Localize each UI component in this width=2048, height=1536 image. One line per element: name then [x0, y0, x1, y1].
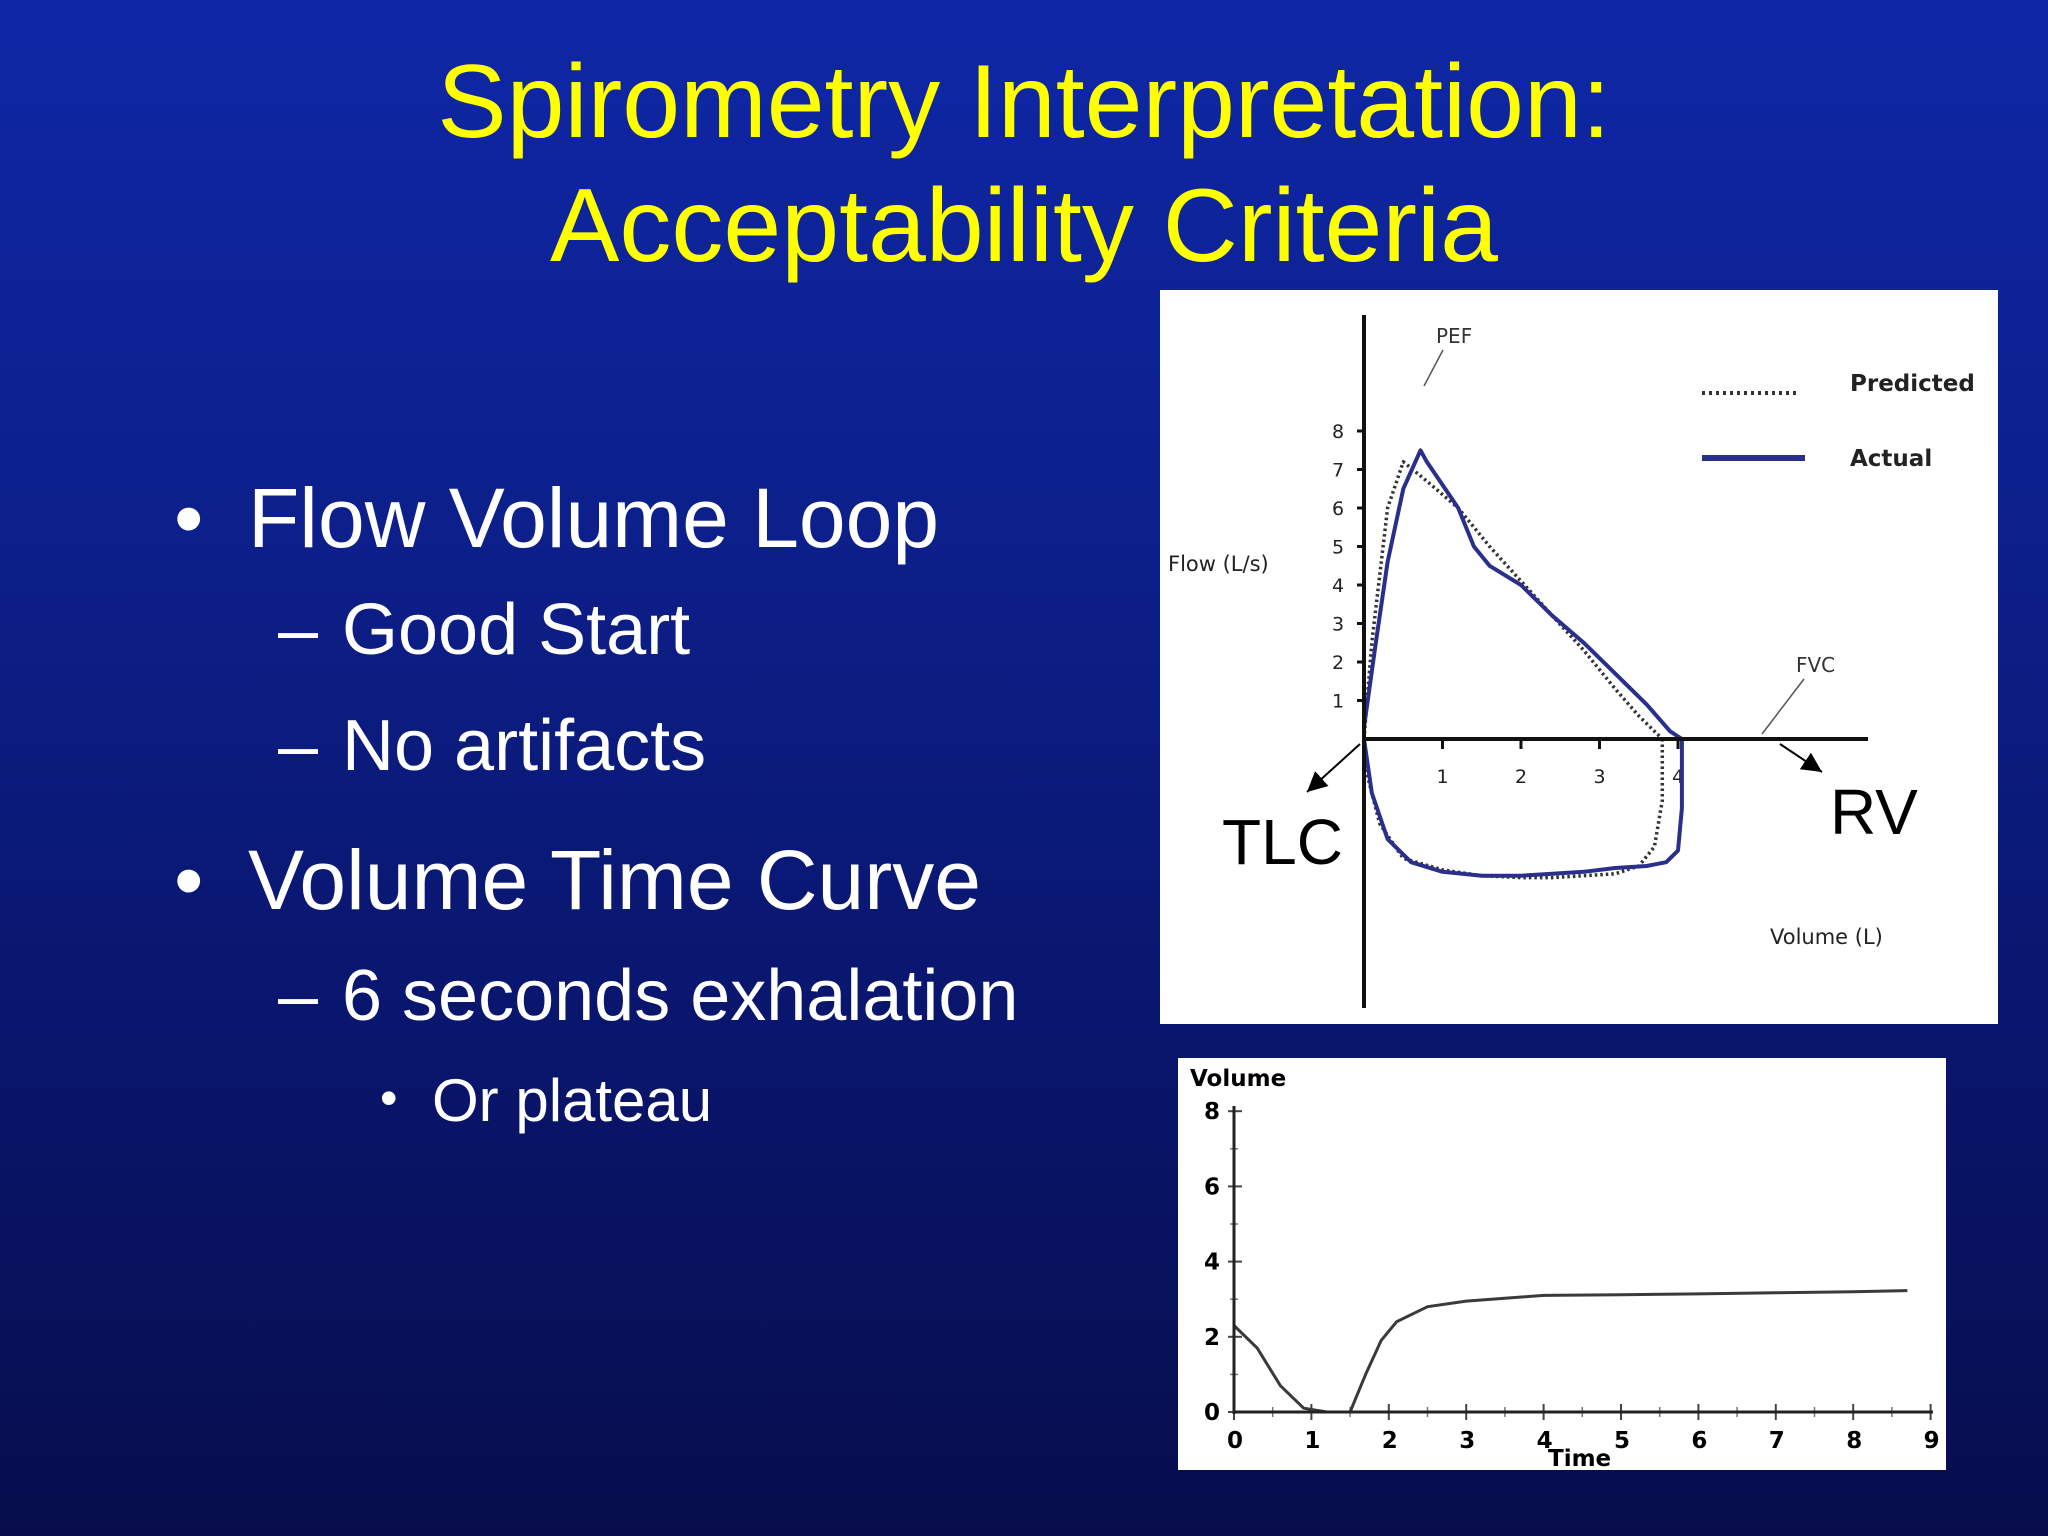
tlc-label: TLC: [1222, 806, 1343, 878]
rv-label: RV: [1830, 776, 1918, 848]
bullet-dot: •: [174, 833, 204, 927]
sub-bullet-text: No artifacts: [342, 706, 707, 786]
y-tick-label: 6: [1332, 498, 1344, 520]
y-tick-label: 4: [1204, 1250, 1220, 1276]
y-tick-label: 3: [1332, 614, 1344, 636]
actual-curve: [1362, 738, 1684, 878]
rv-arrow: [1779, 743, 1823, 773]
x-tick-label: 2: [1382, 1428, 1398, 1454]
predicted-curve: [1362, 738, 1665, 880]
y-tick-label: 5: [1332, 537, 1344, 559]
predicted-curve: [1362, 460, 1664, 741]
bullet-dot: •: [174, 471, 204, 565]
volume-curve: [1232, 1289, 1908, 1414]
x-tick-label: 7: [1769, 1428, 1785, 1454]
sub-bullet-dash: –: [278, 590, 319, 670]
x-axis-label: Time: [1548, 1446, 1611, 1470]
slide-title: Spirometry Interpretation: Acceptability…: [0, 40, 2048, 288]
title-line-1: Spirometry Interpretation:: [437, 44, 1611, 160]
bullet-item: • Flow Volume Loop: [174, 470, 939, 566]
pef-annotation: PEF: [1436, 324, 1472, 348]
x-tick-label: 0: [1227, 1428, 1243, 1454]
y-axis-label: Volume: [1190, 1066, 1286, 1092]
x-tick-label: 3: [1459, 1428, 1475, 1454]
title-line-2: Acceptability Criteria: [550, 168, 1498, 284]
x-tick-label: 6: [1691, 1428, 1707, 1454]
legend-label-actual: Actual: [1850, 446, 1932, 472]
y-tick-label: 2: [1332, 652, 1344, 674]
bullet-item: • Volume Time Curve: [174, 832, 981, 928]
sub-bullet-item: –6 seconds exhalation: [278, 954, 1018, 1038]
sub-bullet-dash: –: [278, 956, 319, 1036]
y-tick-label: 8: [1332, 421, 1344, 443]
y-tick-label: 7: [1332, 460, 1344, 482]
sub-sub-bullet-text: Or plateau: [432, 1067, 713, 1134]
tlc-arrow: [1306, 743, 1361, 793]
x-tick-label: 5: [1614, 1428, 1630, 1454]
x-tick-label: 8: [1846, 1428, 1862, 1454]
y-tick-label: 4: [1332, 575, 1344, 597]
sub-bullet-item: – No artifacts: [278, 704, 706, 788]
volume-time-chart: 0 2 4 6 8 0 1 2 3 4 5 6 7 8 9 Volume Time: [1190, 1066, 1940, 1470]
sub-sub-bullet-item: • Or plateau: [380, 1062, 712, 1137]
y-tick-label: 6: [1204, 1174, 1220, 1200]
x-tick-label: 9: [1924, 1428, 1940, 1454]
x-tick-label: 1: [1437, 766, 1449, 788]
fvc-annotation: FVC: [1796, 653, 1835, 677]
y-tick-label: 2: [1204, 1325, 1220, 1351]
x-tick-label: 2: [1515, 766, 1527, 788]
y-tick-label: 8: [1204, 1099, 1220, 1125]
y-axis-label: Flow (L/s): [1168, 552, 1269, 576]
chart-legend: Predicted Actual: [1702, 371, 1975, 472]
sub-bullet-text: 6 seconds exhalation: [342, 956, 1019, 1036]
bullet-text: Flow Volume Loop: [248, 471, 940, 565]
sub-bullet-dash: –: [278, 706, 319, 786]
x-tick-label: 4: [1537, 1428, 1553, 1454]
y-tick-label: 1: [1332, 691, 1344, 713]
bullet-text: Volume Time Curve: [248, 833, 981, 927]
x-axis-label: Volume (L): [1770, 925, 1883, 949]
volume-time-chart-panel: 0 2 4 6 8 0 1 2 3 4 5 6 7 8 9 Volume Time: [1178, 1058, 1946, 1470]
sub-bullet-text: Good Start: [342, 590, 691, 670]
actual-curve: [1362, 448, 1683, 741]
legend-label-predicted: Predicted: [1850, 371, 1975, 397]
sub-bullet-item: – Good Start: [278, 588, 690, 672]
pef-leader-line: [1423, 349, 1444, 387]
x-tick-label: 3: [1594, 766, 1606, 788]
y-tick-label: 0: [1204, 1400, 1220, 1426]
sub-sub-bullet-dot: •: [380, 1070, 398, 1126]
fvc-leader-line: [1761, 678, 1805, 735]
x-tick-label: 1: [1304, 1428, 1320, 1454]
